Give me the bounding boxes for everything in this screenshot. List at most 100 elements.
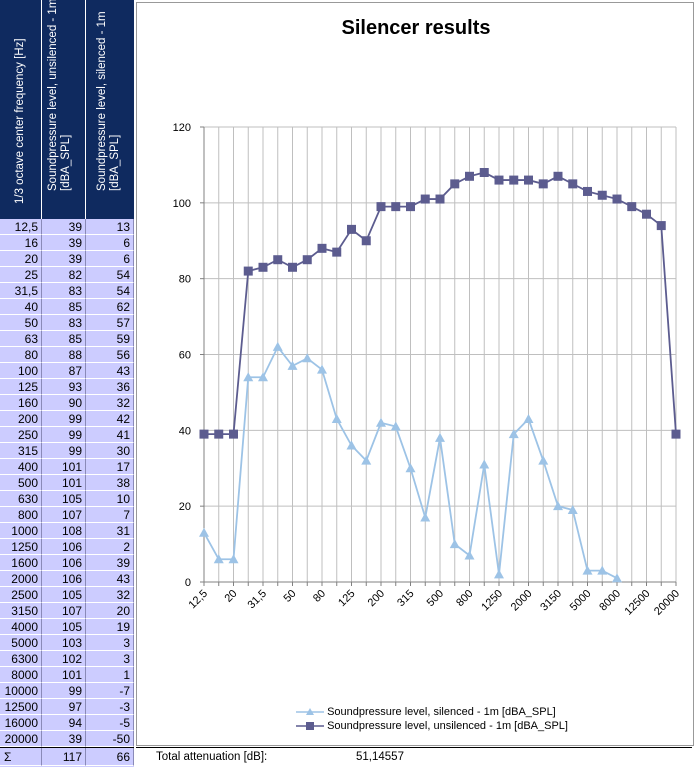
unsilenced-cell[interactable]: 106	[42, 539, 86, 555]
frequency-cell[interactable]: 400	[0, 459, 42, 475]
unsilenced-cell[interactable]: 105	[42, 491, 86, 507]
frequency-cell[interactable]: 12500	[0, 699, 42, 715]
frequency-cell[interactable]: 63	[0, 331, 42, 347]
silenced-cell[interactable]: 19	[86, 619, 134, 635]
unsilenced-cell[interactable]: 107	[42, 603, 86, 619]
unsilenced-cell[interactable]: 39	[42, 235, 86, 251]
silenced-cell[interactable]: 42	[86, 411, 134, 427]
silenced-cell[interactable]: 57	[86, 315, 134, 331]
frequency-cell[interactable]: 100	[0, 363, 42, 379]
unsilenced-cell[interactable]: 39	[42, 251, 86, 267]
unsilenced-cell[interactable]: 82	[42, 267, 86, 283]
unsilenced-cell[interactable]: 83	[42, 315, 86, 331]
silenced-cell[interactable]: 43	[86, 363, 134, 379]
silenced-cell[interactable]: 2	[86, 539, 134, 555]
silenced-cell[interactable]: 32	[86, 587, 134, 603]
unsilenced-cell[interactable]: 99	[42, 427, 86, 443]
frequency-cell[interactable]: 10000	[0, 683, 42, 699]
silenced-cell[interactable]: 6	[86, 251, 134, 267]
silenced-cell[interactable]: 17	[86, 459, 134, 475]
silenced-cell[interactable]: 62	[86, 299, 134, 315]
silenced-cell[interactable]: -7	[86, 683, 134, 699]
frequency-cell[interactable]: 50	[0, 315, 42, 331]
silenced-cell[interactable]: 1	[86, 667, 134, 683]
unsilenced-cell[interactable]: 97	[42, 699, 86, 715]
frequency-cell[interactable]: 800	[0, 507, 42, 523]
frequency-cell[interactable]: 500	[0, 475, 42, 491]
silenced-cell[interactable]: 32	[86, 395, 134, 411]
header-silenced[interactable]: Soundpressure level, silenced - 1m [dBA_…	[86, 0, 135, 219]
silenced-cell[interactable]: 38	[86, 475, 134, 491]
frequency-cell[interactable]: 31,5	[0, 283, 42, 299]
silenced-cell[interactable]: 13	[86, 219, 134, 235]
silenced-cell[interactable]: 43	[86, 571, 134, 587]
chart-area[interactable]	[136, 2, 694, 746]
total-attenuation-value[interactable]: 51,14557	[356, 751, 404, 763]
frequency-cell[interactable]: 16	[0, 235, 42, 251]
silenced-cell[interactable]: -3	[86, 699, 134, 715]
silenced-cell[interactable]: 54	[86, 267, 134, 283]
unsilenced-cell[interactable]: 102	[42, 651, 86, 667]
frequency-cell[interactable]: 8000	[0, 667, 42, 683]
frequency-cell[interactable]: 40	[0, 299, 42, 315]
unsilenced-cell[interactable]: 99	[42, 443, 86, 459]
silenced-cell[interactable]: 6	[86, 235, 134, 251]
silenced-cell[interactable]: 30	[86, 443, 134, 459]
frequency-cell[interactable]: 4000	[0, 619, 42, 635]
unsilenced-cell[interactable]: 85	[42, 299, 86, 315]
silenced-cell[interactable]: 31	[86, 523, 134, 539]
silenced-cell[interactable]: -50	[86, 731, 134, 747]
unsilenced-cell[interactable]: 107	[42, 507, 86, 523]
unsilenced-cell[interactable]: 83	[42, 283, 86, 299]
unsilenced-cell[interactable]: 90	[42, 395, 86, 411]
silenced-cell[interactable]: 3	[86, 651, 134, 667]
unsilenced-cell[interactable]: 99	[42, 411, 86, 427]
frequency-cell[interactable]: 6300	[0, 651, 42, 667]
frequency-cell[interactable]: 12,5	[0, 219, 42, 235]
frequency-cell[interactable]: 2000	[0, 571, 42, 587]
silenced-cell[interactable]: 59	[86, 331, 134, 347]
unsilenced-cell[interactable]: 106	[42, 555, 86, 571]
unsilenced-cell[interactable]: 87	[42, 363, 86, 379]
frequency-cell[interactable]: 5000	[0, 635, 42, 651]
unsilenced-cell[interactable]: 101	[42, 459, 86, 475]
frequency-cell[interactable]: 20	[0, 251, 42, 267]
frequency-cell[interactable]: 200	[0, 411, 42, 427]
header-frequency[interactable]: 1/3 octave center frequency [Hz]	[0, 0, 42, 219]
unsilenced-cell[interactable]: 94	[42, 715, 86, 731]
unsilenced-cell[interactable]: 39	[42, 731, 86, 747]
header-unsilenced[interactable]: Soundpressure level, unsilenced - 1m [dB…	[42, 0, 86, 219]
frequency-cell[interactable]: 160	[0, 395, 42, 411]
silenced-cell[interactable]: -5	[86, 715, 134, 731]
silenced-cell[interactable]: 56	[86, 347, 134, 363]
frequency-cell[interactable]: 1250	[0, 539, 42, 555]
unsilenced-cell[interactable]: 106	[42, 571, 86, 587]
unsilenced-cell[interactable]: 105	[42, 619, 86, 635]
frequency-cell[interactable]: 25	[0, 267, 42, 283]
silenced-cell[interactable]: 20	[86, 603, 134, 619]
frequency-cell[interactable]: 1000	[0, 523, 42, 539]
total-attenuation-label[interactable]: Total attenuation [dB]:	[156, 751, 268, 763]
silenced-cell[interactable]: 10	[86, 491, 134, 507]
silenced-cell[interactable]: 41	[86, 427, 134, 443]
frequency-cell[interactable]: 125	[0, 379, 42, 395]
unsilenced-cell[interactable]: 101	[42, 667, 86, 683]
chart-legend[interactable]: Soundpressure level, silenced - 1m [dBA_…	[296, 705, 568, 733]
silenced-cell[interactable]: 3	[86, 635, 134, 651]
frequency-cell[interactable]: 250	[0, 427, 42, 443]
frequency-cell[interactable]: 1600	[0, 555, 42, 571]
unsilenced-cell[interactable]: 88	[42, 347, 86, 363]
unsilenced-cell[interactable]: 108	[42, 523, 86, 539]
frequency-cell[interactable]: 3150	[0, 603, 42, 619]
frequency-cell[interactable]: 2500	[0, 587, 42, 603]
unsilenced-cell[interactable]: 105	[42, 587, 86, 603]
frequency-cell[interactable]: 20000	[0, 731, 42, 747]
unsilenced-cell[interactable]: 93	[42, 379, 86, 395]
silenced-cell[interactable]: 7	[86, 507, 134, 523]
unsilenced-cell[interactable]: 85	[42, 331, 86, 347]
unsilenced-cell[interactable]: 39	[42, 219, 86, 235]
unsilenced-cell[interactable]: 103	[42, 635, 86, 651]
frequency-cell[interactable]: 16000	[0, 715, 42, 731]
silenced-cell[interactable]: 39	[86, 555, 134, 571]
frequency-cell[interactable]: 630	[0, 491, 42, 507]
